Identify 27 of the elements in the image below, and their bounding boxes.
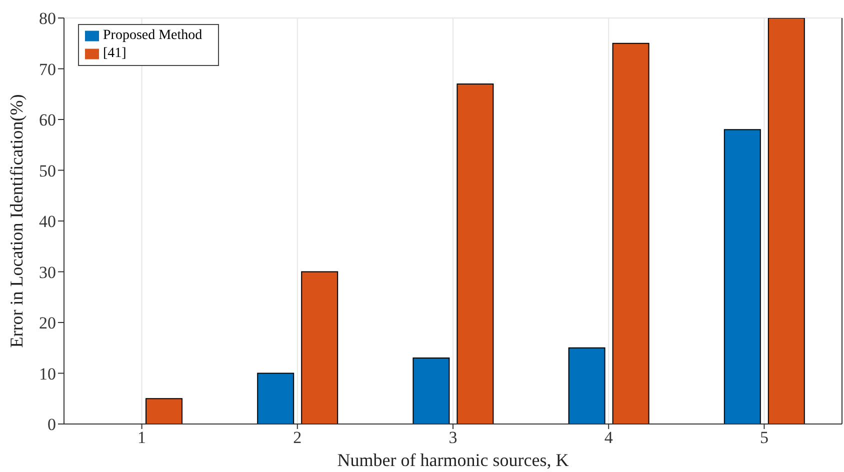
bar [456, 83, 494, 424]
y-tick-label: 60 [39, 110, 56, 130]
y-tick-label: 30 [39, 262, 56, 282]
y-tick-label: 20 [39, 314, 56, 333]
legend-label: [41] [103, 46, 126, 61]
bar [257, 372, 294, 424]
y-tick-label: 50 [39, 161, 56, 180]
bar [568, 347, 606, 424]
y-tick-label: 0 [48, 415, 56, 434]
bar [768, 18, 805, 424]
bar [412, 358, 450, 424]
x-tick-label: 5 [760, 428, 768, 448]
y-tick-label: 10 [39, 364, 56, 384]
x-tick-label: 1 [138, 428, 146, 448]
bar [146, 398, 182, 424]
y-tick-label: 40 [39, 212, 56, 232]
y-tick-label: 80 [39, 9, 56, 28]
x-tick-label: 3 [448, 428, 458, 448]
y-tick-label: 70 [39, 60, 56, 79]
bar [724, 129, 761, 424]
bar [612, 42, 650, 424]
x-tick-label: 2 [293, 428, 302, 448]
legend-label: Proposed Method [103, 28, 202, 43]
bar [301, 271, 338, 424]
x-tick-label: 4 [604, 428, 614, 448]
x-axis-title: Number of harmonic sources, K [337, 450, 569, 470]
y-axis-title: Error in Location Identification(%) [6, 94, 26, 348]
